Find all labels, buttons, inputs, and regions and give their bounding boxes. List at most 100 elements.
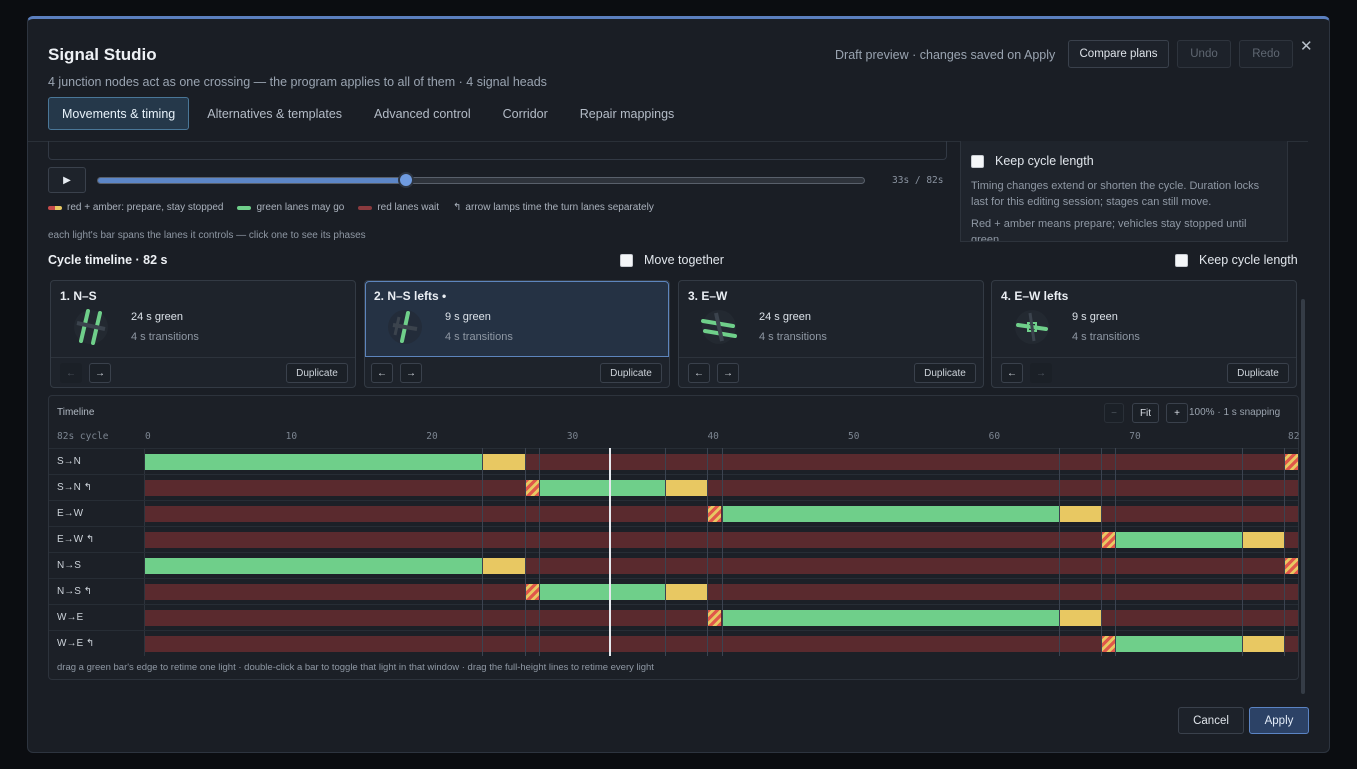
move-left-button[interactable]: ← <box>371 363 393 383</box>
red-amber-bar[interactable] <box>1101 636 1116 652</box>
zoom-in-button[interactable]: + <box>1166 403 1188 423</box>
keep-cycle-toggle[interactable]: Keep cycle length <box>1175 253 1298 267</box>
move-right-button[interactable]: → <box>717 363 739 383</box>
stage-boundary-line[interactable] <box>707 448 709 656</box>
amber-bar[interactable] <box>1058 610 1102 626</box>
move-right-button[interactable]: → <box>400 363 422 383</box>
stage-boundary-line[interactable] <box>1241 448 1243 656</box>
timeline-hint: drag a green bar's edge to retime one li… <box>57 662 654 673</box>
green-bar[interactable] <box>538 480 666 496</box>
stage-boundary-line[interactable] <box>538 448 540 656</box>
amber-bar[interactable] <box>1058 506 1102 522</box>
move-together-toggle[interactable]: Move together <box>620 253 724 267</box>
stage-card-3[interactable]: 3. E–W 24 s green 4 s transitions ← → Du… <box>678 280 984 388</box>
redo-button[interactable]: Redo <box>1239 40 1293 68</box>
green-bar[interactable] <box>721 506 1059 522</box>
green-bar[interactable] <box>721 610 1059 626</box>
duplicate-button[interactable]: Duplicate <box>914 363 976 383</box>
tab-repair-mappings[interactable]: Repair mappings <box>579 106 675 121</box>
cancel-button[interactable]: Cancel <box>1178 707 1244 734</box>
stage-boundary-line[interactable] <box>1115 448 1117 656</box>
tick-label: 70 <box>1129 431 1141 442</box>
timeline-title: Timeline <box>57 407 95 418</box>
stage-card-2[interactable]: 2. N–S lefts • 9 s green 4 s transitions… <box>364 280 670 388</box>
timeline-lane: S→N ↰ <box>49 474 1298 500</box>
tab-movements-timing[interactable]: Movements & timing <box>48 97 190 130</box>
lane-label: S→N <box>57 456 81 467</box>
stage-green: 9 s green <box>1072 311 1118 323</box>
red-amber-bar[interactable] <box>524 584 539 600</box>
amber-bar[interactable] <box>1241 636 1284 652</box>
amber-bar[interactable] <box>665 584 708 600</box>
undo-button[interactable]: Undo <box>1177 40 1231 68</box>
timeline-lane: N→S ↰ <box>49 578 1298 604</box>
move-right-button[interactable]: → <box>89 363 111 383</box>
amber-bar[interactable] <box>482 454 525 470</box>
red-amber-bar[interactable] <box>1283 454 1298 470</box>
stage-green: 9 s green <box>445 311 491 323</box>
move-left-button[interactable]: ← <box>60 363 82 383</box>
duplicate-button[interactable]: Duplicate <box>1227 363 1289 383</box>
stage-boundary-line[interactable] <box>665 448 667 656</box>
tab-advanced-control[interactable]: Advanced control <box>374 106 471 121</box>
close-icon[interactable]: ✕ <box>1300 38 1313 55</box>
side-panel: Keep cycle length Timing changes extend … <box>960 141 1288 242</box>
stage-boundary-line[interactable] <box>1101 448 1103 656</box>
stage-boundary-line[interactable] <box>721 448 723 656</box>
side-keep-cycle[interactable]: Keep cycle length <box>971 154 1277 168</box>
slider-fill <box>98 178 407 183</box>
tick-label: 10 <box>285 431 298 442</box>
playback-slider[interactable] <box>97 172 865 188</box>
move-left-button[interactable]: ← <box>688 363 710 383</box>
slider-thumb[interactable] <box>398 172 415 188</box>
stage-card-1[interactable]: 1. N–S 24 s green 4 s transitions ← → Du… <box>50 280 356 388</box>
tab-bar: Movements & timing Alternatives & templa… <box>48 97 692 130</box>
red-amber-bar[interactable] <box>707 610 722 626</box>
checkbox[interactable] <box>620 253 633 267</box>
stage-boundary-line[interactable] <box>524 448 526 656</box>
amber-bar[interactable] <box>1241 532 1284 548</box>
cycle-title: Cycle timeline · 82 s <box>48 253 168 267</box>
red-amber-bar[interactable] <box>707 506 722 522</box>
legend-item: red + amber: prepare, stay stopped <box>48 202 223 213</box>
tab-alternatives-templates[interactable]: Alternatives & templates <box>207 106 343 121</box>
stage-title: 1. N–S <box>60 289 97 303</box>
zoom-out-button[interactable]: − <box>1104 403 1124 423</box>
red-swatch <box>358 205 373 210</box>
apply-button[interactable]: Apply <box>1249 707 1309 734</box>
amber-bar[interactable] <box>665 480 708 496</box>
tab-corridor[interactable]: Corridor <box>502 106 548 121</box>
dialog-subtitle: 4 junction nodes act as one crossing — t… <box>48 75 547 89</box>
play-button[interactable]: ▶ <box>48 167 86 193</box>
time-readout: 33s / 82s <box>892 175 944 186</box>
amber-bar[interactable] <box>482 558 525 574</box>
red-amber-bar[interactable] <box>1283 558 1298 574</box>
checkbox[interactable] <box>1175 253 1188 267</box>
red-amber-bar[interactable] <box>524 480 539 496</box>
green-bar[interactable] <box>145 558 483 574</box>
stage-title: 4. E–W lefts <box>1001 289 1069 303</box>
checkbox[interactable] <box>971 154 984 168</box>
stage-boundary-line[interactable] <box>1058 448 1060 656</box>
timeline-lane: S→N <box>49 448 1298 474</box>
duplicate-button[interactable]: Duplicate <box>286 363 348 383</box>
compare-plans-button[interactable]: Compare plans <box>1068 40 1169 68</box>
green-bar[interactable] <box>1115 636 1242 652</box>
stage-boundary-line[interactable] <box>1283 448 1285 656</box>
green-bar[interactable] <box>145 454 483 470</box>
green-bar[interactable] <box>538 584 666 600</box>
fit-button[interactable]: Fit <box>1132 403 1159 423</box>
stage-boundary-line[interactable] <box>482 448 484 656</box>
move-right-button[interactable]: → <box>1030 363 1052 383</box>
tab-divider <box>28 141 1308 142</box>
stage-green: 24 s green <box>759 311 811 323</box>
stage-card-4[interactable]: 4. E–W lefts 9 s green 4 s transitions ←… <box>991 280 1297 388</box>
green-bar[interactable] <box>1115 532 1242 548</box>
move-left-button[interactable]: ← <box>1001 363 1023 383</box>
side-text-2: Red + amber means prepare; vehicles stay… <box>971 218 1247 242</box>
duplicate-button[interactable]: Duplicate <box>600 363 662 383</box>
scrollbar[interactable] <box>1301 299 1305 694</box>
preview-area <box>48 141 947 160</box>
tick-label: 60 <box>988 431 1001 442</box>
red-amber-bar[interactable] <box>1101 532 1116 548</box>
